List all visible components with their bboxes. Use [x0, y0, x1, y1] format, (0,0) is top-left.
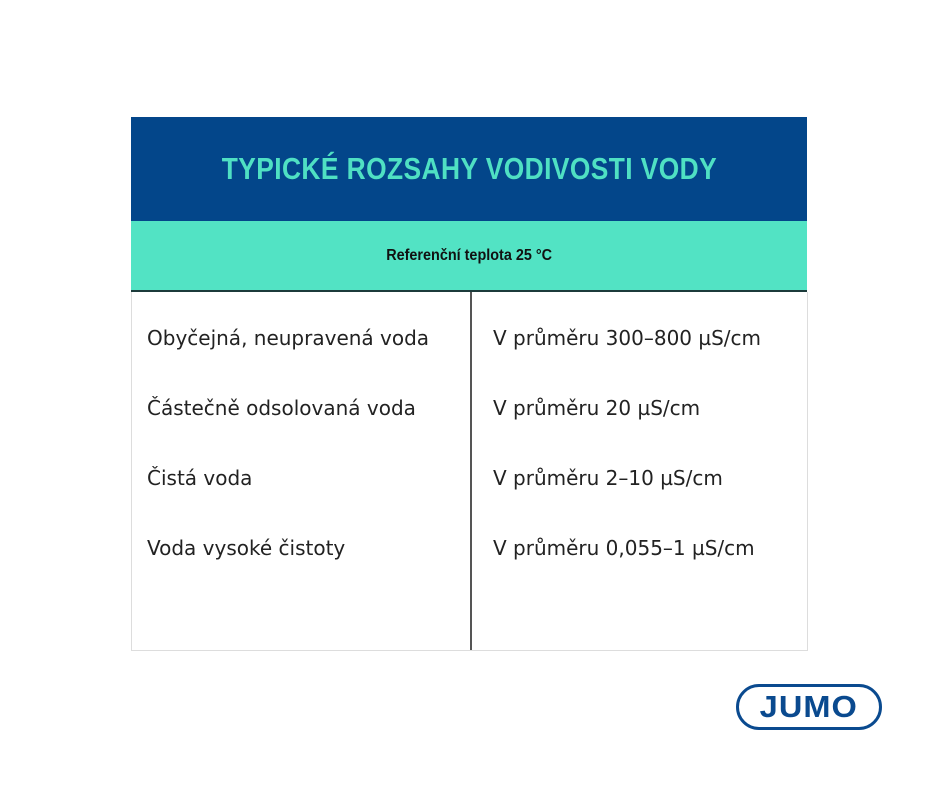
water-type: Částečně odsolovaná voda — [147, 396, 416, 420]
table-row: Obyčejná, neupravená voda V průměru 300–8… — [132, 326, 807, 356]
reference-temperature-banner: Referenční teplota 25 °C — [131, 221, 807, 292]
conductivity-table: Obyčejná, neupravená voda V průměru 300–8… — [131, 292, 808, 651]
table-row: Voda vysoké čistoty V průměru 0,055–1 µS/… — [132, 536, 807, 566]
conductivity-range: V průměru 20 µS/cm — [493, 396, 701, 420]
table-row: Částečně odsolovaná voda V průměru 20 µS/… — [132, 396, 807, 426]
water-type: Čistá voda — [147, 466, 253, 490]
table-row: Čistá voda V průměru 2–10 µS/cm — [132, 466, 807, 496]
conductivity-range: V průměru 300–800 µS/cm — [493, 326, 762, 350]
conductivity-range: V průměru 0,055–1 µS/cm — [493, 536, 755, 560]
logo-text: JUMO — [759, 689, 859, 724]
table-title-banner: TYPICKÉ ROZSAHY VODIVOSTI VODY — [131, 117, 807, 221]
jumo-logo: JUMO — [736, 684, 882, 730]
water-type: Obyčejná, neupravená voda — [147, 326, 430, 350]
water-type: Voda vysoké čistoty — [147, 536, 346, 560]
table-title: TYPICKÉ ROZSAHY VODIVOSTI VODY — [221, 151, 717, 186]
reference-temperature: Referenční teplota 25 °C — [386, 246, 552, 264]
column-divider — [470, 292, 472, 650]
conductivity-range: V průměru 2–10 µS/cm — [493, 466, 723, 490]
